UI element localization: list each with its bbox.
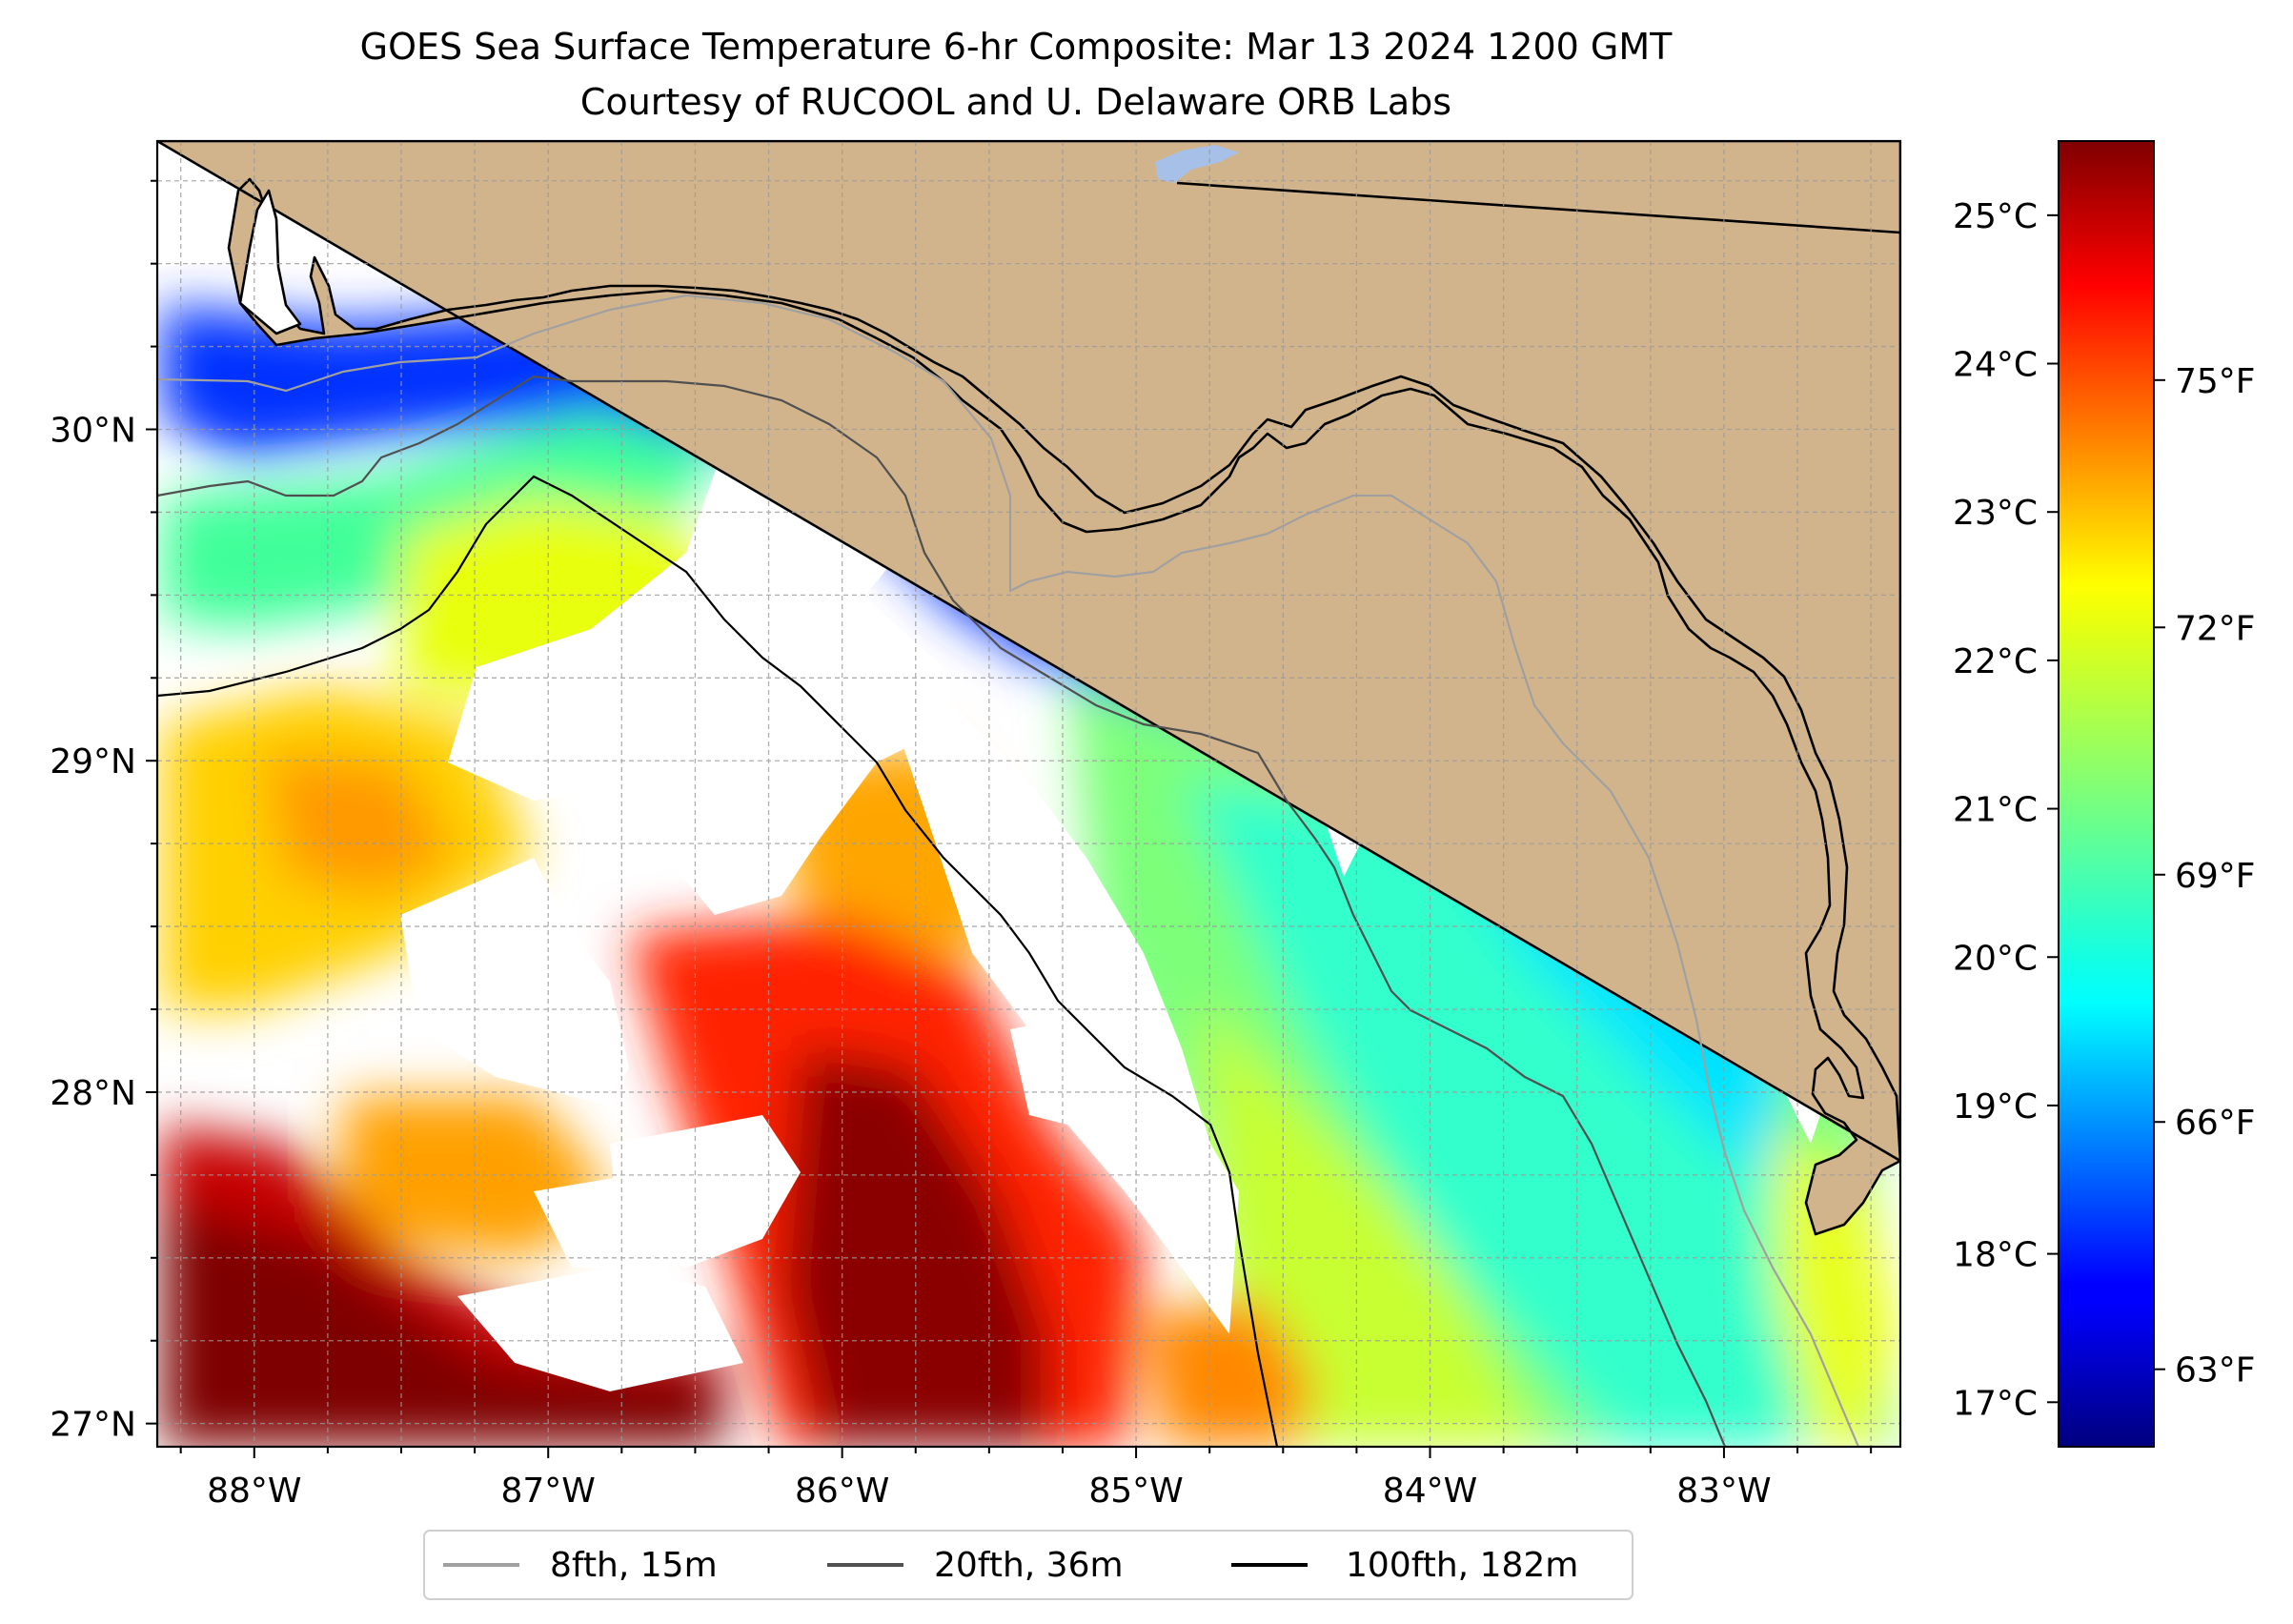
colorbar-fahrenheit-label: 66°F <box>2175 1104 2256 1143</box>
title-line-2: Courtesy of RUCOOL and U. Delaware ORB L… <box>580 81 1451 123</box>
state-boundary <box>1176 181 1900 234</box>
colorbar-celsius-label: 19°C <box>1953 1087 2038 1127</box>
sst-south-orange <box>1144 1296 1315 1447</box>
y-tick-label: 29°N <box>50 742 136 782</box>
legend-label-8fth: 8fth, 15m <box>550 1546 718 1585</box>
legend-box <box>423 1530 1634 1600</box>
land-north-gulf-coast <box>157 141 1900 1236</box>
y-tick-label: 30°N <box>50 412 136 451</box>
colorbar-fahrenheit-label: 72°F <box>2175 609 2256 648</box>
colorbar-celsius-label: 18°C <box>1953 1236 2038 1275</box>
isobath-100fth <box>157 475 1279 1447</box>
gridlines <box>157 141 1900 1447</box>
sst-core-darkred <box>162 1201 724 1447</box>
sst-west-orange <box>267 753 457 896</box>
map-frame <box>155 139 1902 1449</box>
colorbar-ticks: 17°C 18°C 19°C 20°C 21°C 22°C 23°C 24°C 25°C 63°F… <box>1953 197 2255 1423</box>
sst-orange-belt <box>343 1096 610 1258</box>
inland-lake <box>1155 145 1239 183</box>
y-tick-label: 28°N <box>50 1074 136 1113</box>
x-tick-label: 87°W <box>501 1472 596 1511</box>
x-tick-label: 88°W <box>207 1472 301 1511</box>
isobath-legend: 8fth, 15m 20fth, 36m 100fth, 182m <box>423 1530 1634 1600</box>
isobath-20fth <box>157 375 1727 1447</box>
title-line-1: GOES Sea Surface Temperature 6-hr Compos… <box>360 26 1673 68</box>
map-panel <box>157 141 1900 1447</box>
colorbar-celsius-label: 25°C <box>1953 197 2038 236</box>
colorbar-fahrenheit-label: 69°F <box>2175 857 2256 896</box>
colorbar-scale <box>2058 140 2155 1448</box>
x-tick-label: 84°W <box>1383 1472 1477 1511</box>
sst-west-green <box>162 410 724 629</box>
legend-label-100fth: 100fth, 182m <box>1346 1546 1578 1585</box>
colorbar-fahrenheit-label: 63°F <box>2175 1351 2256 1391</box>
land-mobile-bay <box>238 189 302 335</box>
land <box>157 141 1900 1236</box>
sst-coast-yellow <box>1773 1125 1900 1447</box>
y-tick-label: 27°N <box>50 1406 136 1445</box>
colorbar-celsius-label: 24°C <box>1953 346 2038 385</box>
sst-tongue-darkred <box>781 1048 1048 1447</box>
map-axis-ticks: 88°W 87°W 86°W 85°W 84°W 83°W 27°N 28°N 29°N 30°N <box>50 179 1873 1511</box>
x-tick-label: 86°W <box>795 1472 889 1511</box>
sst-east-yellowgreen <box>1201 1001 1544 1447</box>
legend-label-20fth: 20fth, 36m <box>934 1546 1124 1585</box>
colorbar-celsius-label: 17°C <box>1953 1384 2038 1423</box>
colorbar-celsius-label: 20°C <box>1953 939 2038 978</box>
colorbar-celsius-label: 23°C <box>1953 494 2038 533</box>
isobath-8fth <box>157 294 1860 1447</box>
colorbar-fahrenheit-label: 75°F <box>2175 362 2256 401</box>
x-tick-label: 83°W <box>1676 1472 1771 1511</box>
colorbar-celsius-label: 21°C <box>1953 791 2038 830</box>
x-tick-label: 85°W <box>1088 1472 1183 1511</box>
colorbar: 17°C 18°C 19°C 20°C 21°C 22°C 23°C 24°C 25°C 63°F… <box>1953 140 2256 1448</box>
colorbar-celsius-label: 22°C <box>1953 642 2038 681</box>
